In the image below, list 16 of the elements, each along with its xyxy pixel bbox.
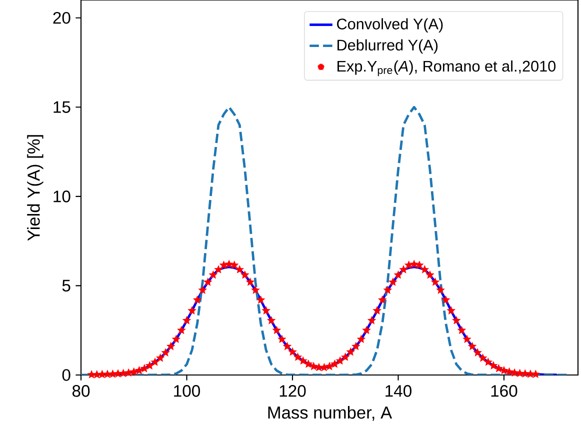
- x-axis-title: Mass number, A: [268, 406, 392, 421]
- legend-label: Convolved Y(A): [337, 18, 443, 32]
- line-series: [81, 106, 569, 375]
- y-tick-label: 20: [53, 12, 70, 24]
- x-tick-label: 160: [491, 385, 518, 397]
- x-tick-label: 140: [386, 385, 412, 397]
- legend-label: Deblurred Y(A): [338, 39, 438, 54]
- y-tick-label: 10: [54, 190, 70, 202]
- legend-label: Exp.Y$_{pre}$(A), Romano et al.,2010: [338, 60, 556, 76]
- y-tick-label: 15: [54, 101, 70, 113]
- x-tick-label: 80: [72, 385, 90, 397]
- y-axis-title: Yield Y(A) [%]: [27, 135, 44, 241]
- y-tick-label: 0: [62, 369, 70, 381]
- x-tick-label: 120: [280, 385, 306, 397]
- x-tick-label: 100: [174, 385, 200, 397]
- y-tick-label: 5: [62, 280, 70, 292]
